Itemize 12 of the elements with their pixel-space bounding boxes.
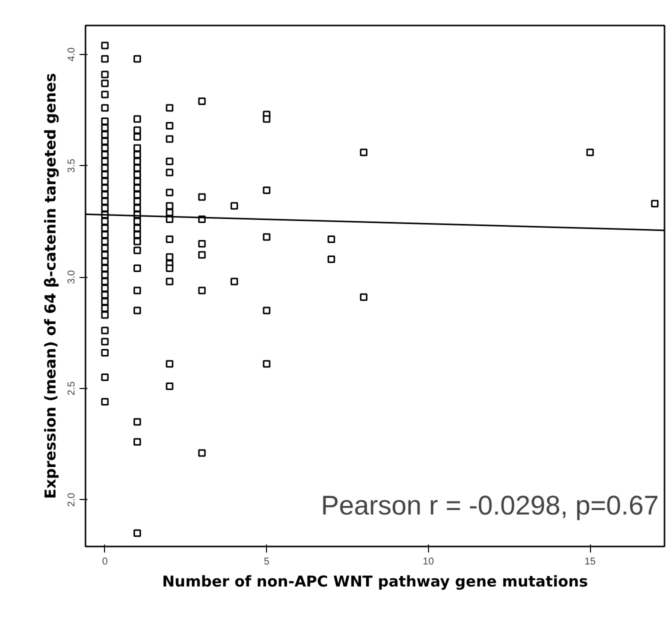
- x-tick-label: 0: [102, 556, 108, 568]
- y-tick-label: 2.0: [66, 492, 78, 507]
- y-axis-title: Expression (mean) of 64 β-catenin targeted genes: [42, 73, 60, 499]
- y-tick-label: 2.5: [66, 381, 78, 396]
- x-tick-label: 5: [264, 556, 270, 568]
- x-tick-label: 10: [422, 556, 434, 568]
- y-tick-label: 3.5: [66, 158, 78, 173]
- y-tick-label: 4.0: [66, 47, 78, 62]
- y-tick-label: 3.0: [66, 270, 78, 284]
- x-tick-label: 15: [584, 556, 596, 568]
- annotation: Pearson r = -0.0298, p=0.67: [320, 490, 659, 520]
- x-axis-title: Number of non-APC WNT pathway gene mutations: [162, 572, 588, 590]
